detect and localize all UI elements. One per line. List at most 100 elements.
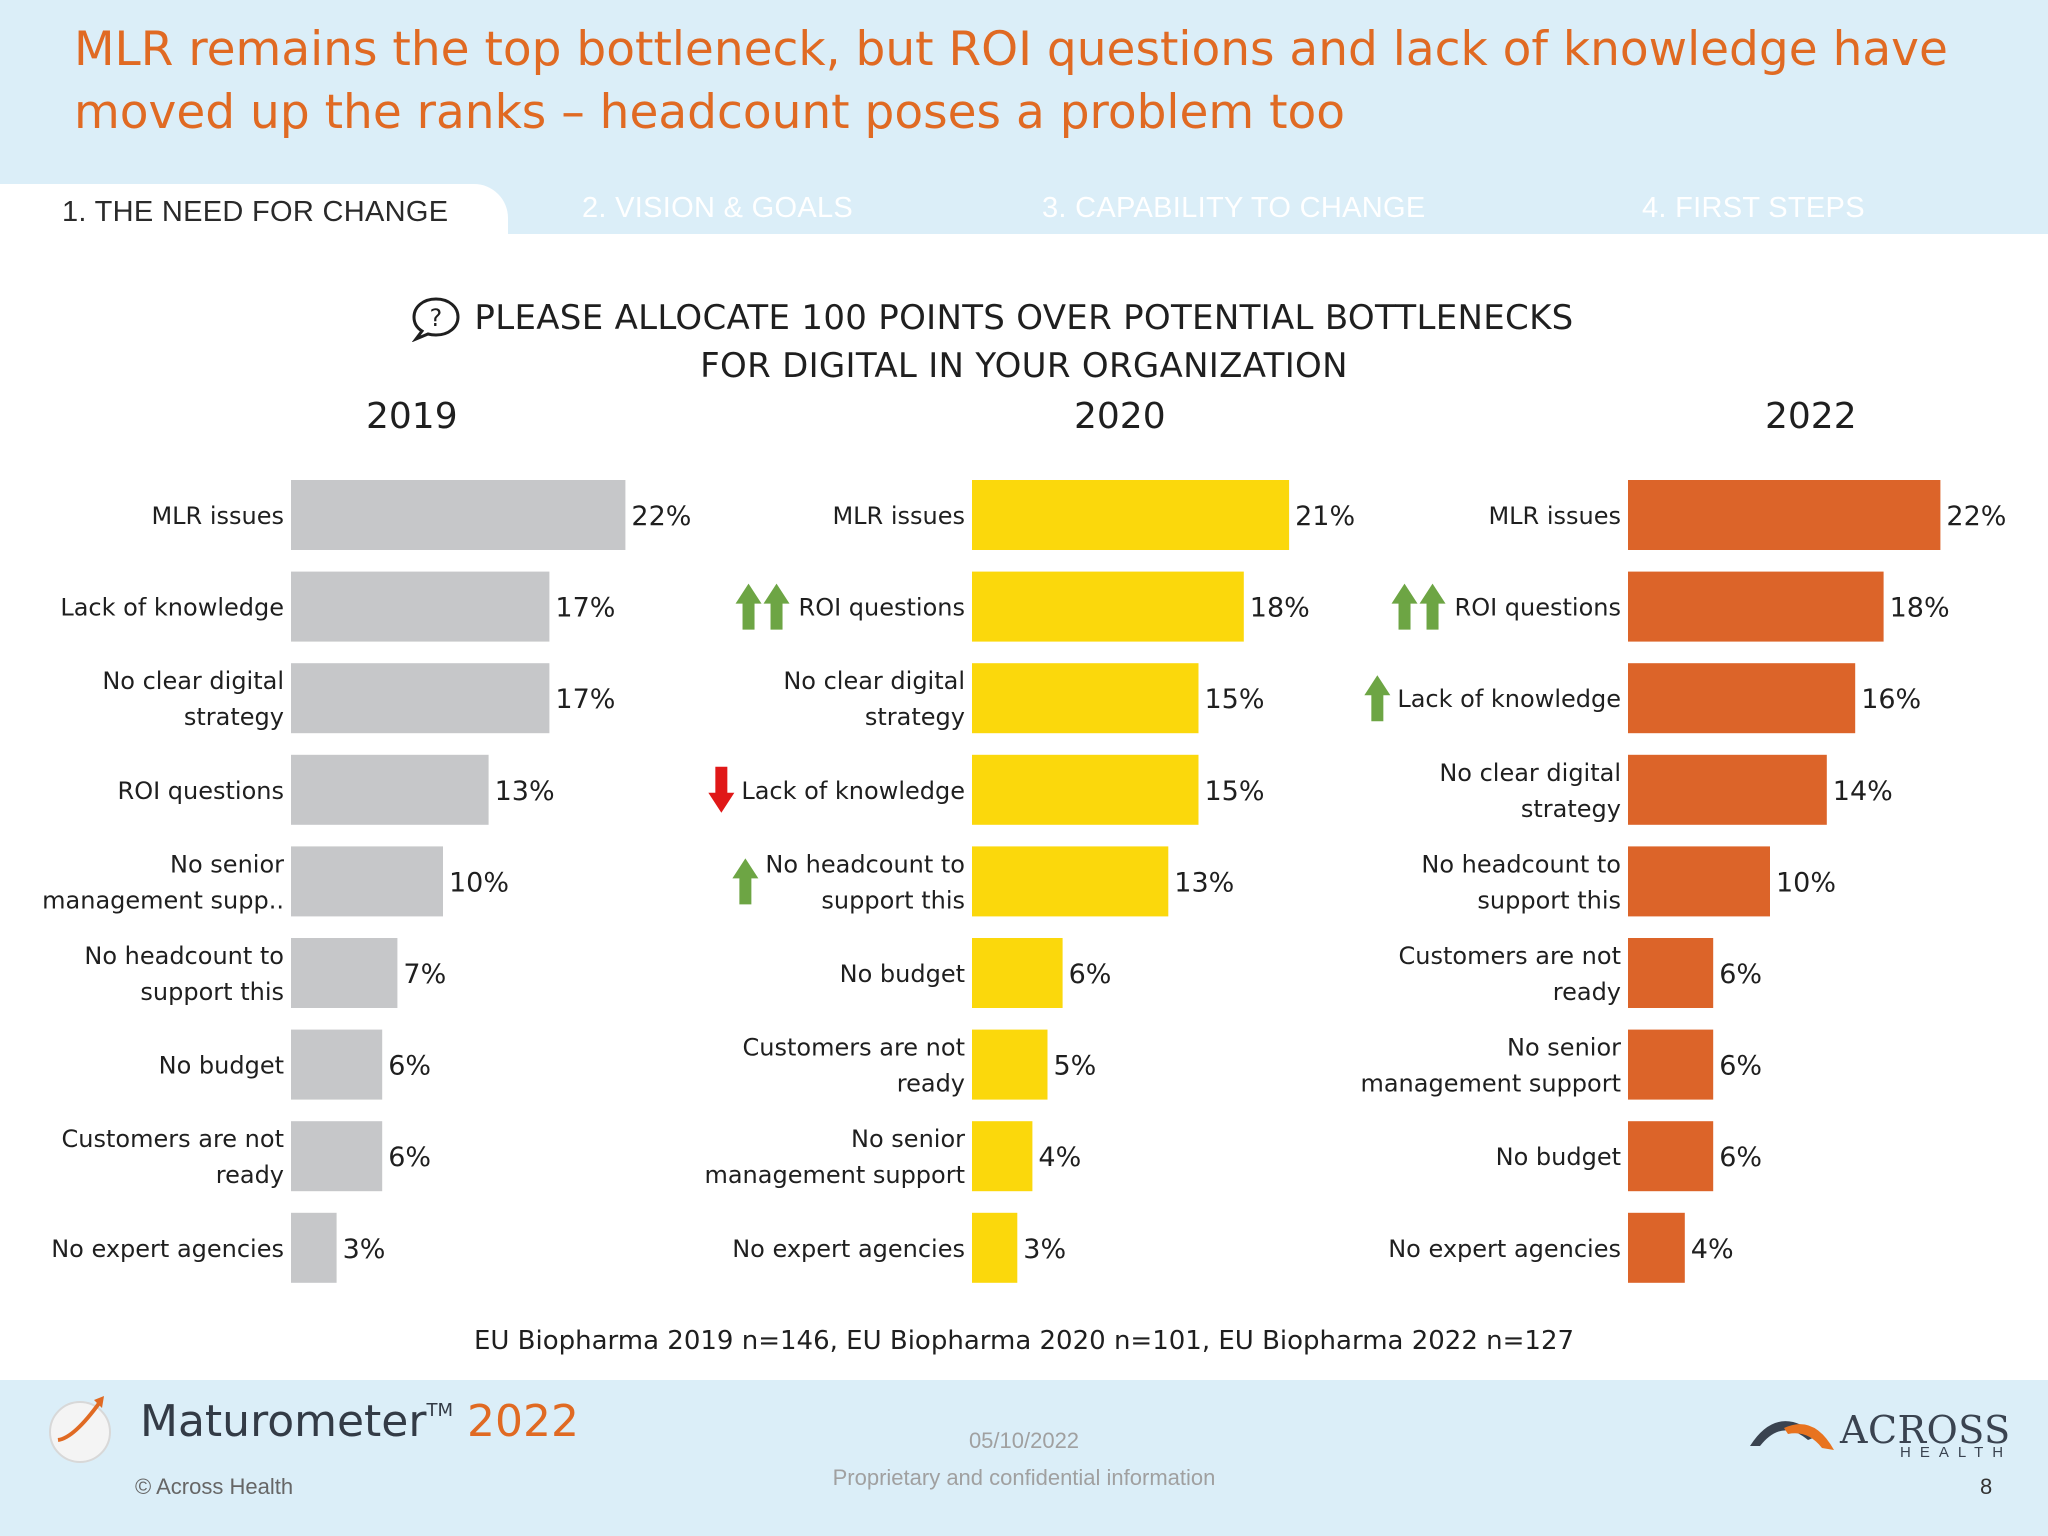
category-label-2019-3-0: ROI questions: [118, 777, 284, 805]
footer-band: [0, 1380, 2048, 1536]
category-label-2020-4-1: support this: [821, 886, 965, 914]
bar-2019-3: [291, 754, 489, 825]
category-label-2022-4-0: No headcount to: [1421, 850, 1621, 878]
bar-2020-6: [972, 1029, 1048, 1100]
trademark: TM: [426, 1400, 453, 1421]
category-label-2019-1-0: Lack of knowledge: [60, 594, 284, 622]
value-label-2020-8: 3%: [1023, 1234, 1066, 1265]
bar-2020-5: [972, 938, 1063, 1008]
bar-2019-7: [291, 1121, 383, 1192]
trend-up-icon-2022-2: [1364, 675, 1391, 722]
category-label-2022-5-1: ready: [1553, 978, 1621, 1006]
trend-up-icon-2022-1-a: [1391, 583, 1418, 630]
copyright: © Across Health: [135, 1474, 294, 1499]
category-label-2019-5-0: No headcount to: [84, 942, 284, 970]
category-label-2022-5-0: Customers are not: [1399, 942, 1621, 970]
category-label-2020-0-0: MLR issues: [832, 502, 965, 530]
survey-question: ? PLEASE ALLOCATE 100 POINTS OVER POTENT…: [0, 294, 2048, 390]
footer-date: 05/10/2022: [968, 1428, 1080, 1453]
footer-brand: MaturometerTM 2022: [140, 1396, 579, 1447]
bar-2022-5: [1628, 938, 1714, 1008]
chart-title-2022: 2022: [1765, 396, 1857, 437]
category-label-2020-1-0: ROI questions: [799, 594, 965, 622]
category-label-2019-4-0: No senior: [170, 850, 284, 878]
bar-2022-1: [1628, 571, 1884, 642]
tab-first-steps[interactable]: 4. FIRST STEPS: [1642, 192, 1865, 224]
category-label-2020-2-1: strategy: [865, 703, 965, 731]
value-label-2020-0: 21%: [1295, 501, 1355, 532]
category-label-2019-5-1: support this: [140, 978, 284, 1006]
value-label-2022-1: 18%: [1890, 593, 1950, 624]
category-label-2020-6-0: Customers are not: [743, 1034, 965, 1062]
value-label-2019-6: 6%: [388, 1051, 431, 1082]
company-name: ACROSS: [1840, 1408, 2011, 1452]
trend-up-icon-2022-1-b: [1419, 583, 1446, 630]
trend-up-icon-2020-4: [732, 858, 759, 905]
maturometer-logo-icon: [49, 1396, 111, 1463]
category-label-2022-2-0: Lack of knowledge: [1397, 685, 1621, 713]
category-label-2020-7-0: No senior: [851, 1125, 965, 1153]
category-label-2020-4-0: No headcount to: [765, 850, 965, 878]
value-label-2020-2: 15%: [1205, 684, 1265, 715]
trend-up-icon-2020-1-b: [763, 583, 790, 630]
bar-2022-7: [1628, 1121, 1714, 1192]
category-label-2020-6-1: ready: [897, 1070, 965, 1098]
bar-2020-8: [972, 1212, 1018, 1283]
bar-2019-6: [291, 1029, 383, 1100]
value-label-2022-0: 22%: [1946, 501, 2006, 532]
value-label-2020-4: 13%: [1174, 867, 1234, 898]
bar-2019-8: [291, 1212, 337, 1283]
tab-vision-goals[interactable]: 2. VISION & GOALS: [582, 192, 854, 224]
bar-2019-0: [291, 480, 626, 550]
category-label-2022-7-0: No budget: [1496, 1143, 1621, 1171]
value-label-2022-8: 4%: [1691, 1234, 1734, 1265]
bar-2022-4: [1628, 846, 1770, 917]
question-line-1: PLEASE ALLOCATE 100 POINTS OVER POTENTIA…: [474, 298, 1574, 338]
category-label-2020-2-0: No clear digital: [783, 667, 965, 695]
value-label-2022-3: 14%: [1833, 776, 1893, 807]
sample-note: EU Biopharma 2019 n=146, EU Biopharma 20…: [473, 1326, 1575, 1356]
company-subtitle: HEALTH: [1900, 1444, 2013, 1461]
value-label-2019-7: 6%: [388, 1142, 431, 1173]
page-number: 8: [1980, 1474, 1993, 1499]
value-label-2020-3: 15%: [1205, 776, 1265, 807]
slide-title: MLR remains the top bottleneck, but ROI …: [74, 22, 1948, 140]
bar-2019-1: [291, 571, 550, 642]
category-label-2020-8-0: No expert agencies: [732, 1235, 965, 1263]
brand-year: 2022: [466, 1396, 579, 1447]
bar-2022-2: [1628, 663, 1856, 734]
tab-capability-to-change[interactable]: 3. CAPABILITY TO CHANGE: [1042, 192, 1426, 224]
bar-2022-3: [1628, 754, 1827, 825]
bar-2020-4: [972, 846, 1169, 917]
category-label-2022-8-0: No expert agencies: [1388, 1235, 1621, 1263]
question-bubble-icon: ?: [412, 297, 460, 342]
tab-need-for-change[interactable]: 1. THE NEED FOR CHANGE: [0, 184, 508, 236]
value-label-2019-5: 7%: [403, 959, 446, 990]
value-label-2019-2: 17%: [555, 684, 615, 715]
value-label-2022-4: 10%: [1776, 867, 1836, 898]
category-label-2020-5-0: No budget: [840, 960, 965, 988]
category-label-2020-3-0: Lack of knowledge: [741, 777, 965, 805]
category-label-2019-2-1: strategy: [184, 703, 284, 731]
category-label-2019-0-0: MLR issues: [151, 502, 284, 530]
bar-2020-3: [972, 754, 1199, 825]
category-label-2022-3-1: strategy: [1521, 795, 1621, 823]
bar-2020-2: [972, 663, 1199, 734]
category-label-2022-1-0: ROI questions: [1455, 594, 1621, 622]
value-label-2022-6: 6%: [1719, 1051, 1762, 1082]
across-health-logo-icon: [1750, 1421, 1834, 1450]
bar-2020-0: [972, 480, 1290, 550]
bar-2020-7: [972, 1121, 1033, 1192]
section-tabs: 1. THE NEED FOR CHANGE 2. VISION & GOALS…: [0, 182, 2048, 236]
value-label-2020-7: 4%: [1038, 1142, 1081, 1173]
category-label-2020-7-1: management support: [704, 1161, 965, 1189]
value-label-2020-5: 6%: [1069, 959, 1112, 990]
category-label-2019-8-0: No expert agencies: [51, 1235, 284, 1263]
category-label-2019-4-1: management supp..: [42, 886, 284, 914]
category-label-2022-6-1: management support: [1360, 1070, 1621, 1098]
chart-title-2019: 2019: [366, 396, 458, 437]
value-label-2020-1: 18%: [1250, 593, 1310, 624]
chart-title-2020: 2020: [1074, 396, 1166, 437]
value-label-2020-6: 5%: [1054, 1051, 1097, 1082]
question-line-2: FOR DIGITAL IN YOUR ORGANIZATION: [700, 346, 1348, 386]
